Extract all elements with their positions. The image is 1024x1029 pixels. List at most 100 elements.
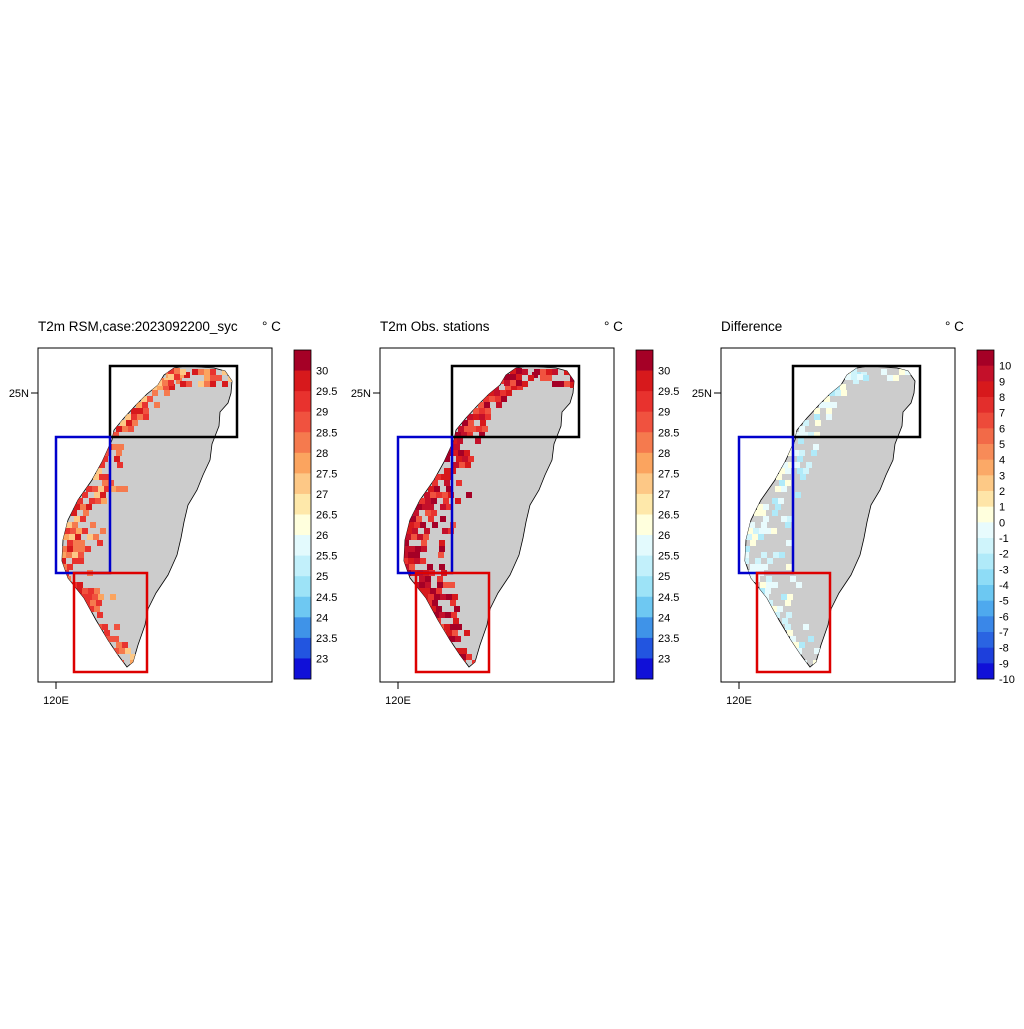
colorbar-label: 9 bbox=[999, 376, 1005, 388]
grid-cell bbox=[415, 546, 421, 552]
colorbar-swatch bbox=[977, 459, 994, 476]
grid-cell bbox=[428, 594, 434, 600]
grid-cell bbox=[504, 374, 510, 380]
grid-cell bbox=[516, 374, 522, 380]
grid-cell bbox=[425, 576, 431, 582]
grid-cell bbox=[434, 486, 440, 492]
grid-cell bbox=[86, 486, 92, 492]
colorbar-label: 0 bbox=[999, 517, 1005, 529]
grid-cell bbox=[483, 396, 489, 402]
grid-cell bbox=[100, 492, 106, 498]
grid-cell bbox=[437, 582, 443, 588]
colorbar-swatch bbox=[294, 617, 311, 639]
colorbar-swatch bbox=[294, 535, 311, 557]
grid-cell bbox=[94, 492, 100, 498]
colorbar-swatch bbox=[636, 637, 653, 659]
grid-cell bbox=[424, 528, 430, 534]
colorbar-label: 23 bbox=[316, 653, 328, 665]
grid-cell bbox=[113, 432, 119, 438]
grid-cell bbox=[496, 402, 502, 408]
grid-cell bbox=[510, 374, 516, 380]
grid-cell bbox=[476, 426, 482, 432]
grid-cell bbox=[765, 588, 771, 594]
grid-cell bbox=[761, 522, 767, 528]
grid-cell bbox=[96, 600, 102, 606]
grid-cell bbox=[759, 588, 765, 594]
colorbar-label: 24 bbox=[316, 612, 328, 624]
grid-cell bbox=[136, 402, 142, 408]
grid-cell bbox=[198, 381, 204, 387]
colorbar-label: -4 bbox=[999, 580, 1009, 592]
x-tick-label: 120E bbox=[43, 695, 69, 707]
panel-unit: ° C bbox=[604, 319, 623, 334]
colorbar-label: 23.5 bbox=[658, 633, 679, 645]
grid-cell bbox=[455, 648, 461, 654]
grid-cell bbox=[142, 402, 148, 408]
grid-cell bbox=[408, 522, 414, 528]
colorbar-label: 27 bbox=[658, 489, 670, 501]
grid-cell bbox=[157, 384, 163, 390]
colorbar-swatch bbox=[636, 432, 653, 454]
grid-cell bbox=[97, 540, 103, 546]
grid-cell bbox=[78, 552, 84, 558]
grid-cell bbox=[204, 375, 210, 381]
colorbar-label: 26 bbox=[316, 530, 328, 542]
grid-cell bbox=[79, 540, 85, 546]
grid-cell bbox=[137, 414, 143, 420]
grid-cell bbox=[192, 369, 198, 375]
grid-cell bbox=[774, 612, 780, 618]
grid-cell bbox=[802, 432, 808, 438]
grid-cell bbox=[796, 648, 802, 654]
colorbar-label: 2 bbox=[999, 486, 1005, 498]
grid-cell bbox=[745, 558, 749, 564]
colorbar-swatch bbox=[636, 617, 653, 639]
grid-cell bbox=[482, 426, 488, 432]
colorbar-swatch bbox=[636, 452, 653, 474]
grid-cell bbox=[746, 534, 752, 540]
colorbar-swatch bbox=[636, 391, 653, 413]
grid-cell bbox=[750, 564, 756, 570]
grid-cell bbox=[887, 375, 893, 381]
grid-cell bbox=[468, 456, 474, 462]
colorbar-swatch bbox=[977, 538, 994, 555]
grid-cell bbox=[798, 438, 804, 444]
grid-cell bbox=[767, 600, 773, 606]
grid-cell bbox=[457, 438, 463, 444]
colorbar: 30 29.5 29 28.5 28 27.5 27 26.5 26 25.5 25 24.5 24 23… bbox=[635, 349, 679, 680]
colorbar: 30 29.5 29 28.5 28 27.5 27 26.5 26 25.5 25 24.5 24 23… bbox=[293, 349, 337, 680]
colorbar-label: 24.5 bbox=[316, 592, 337, 604]
colorbar-swatch bbox=[636, 411, 653, 433]
south-region-box bbox=[755, 571, 832, 674]
colorbar-swatch bbox=[977, 444, 994, 461]
grid-cell bbox=[110, 486, 116, 492]
grid-cell bbox=[466, 654, 472, 660]
grid-cell bbox=[89, 498, 95, 504]
grid-cell bbox=[100, 528, 106, 534]
grid-cell bbox=[90, 600, 96, 606]
grid-cell bbox=[88, 588, 94, 594]
colorbar-label: 30 bbox=[658, 366, 670, 378]
grid-cell bbox=[799, 426, 805, 432]
grid-cell bbox=[772, 498, 778, 504]
panel-title: T2m RSM,case:2023092200_syc bbox=[38, 319, 238, 334]
grid-cell bbox=[102, 624, 108, 630]
grid-cell bbox=[506, 390, 512, 396]
grid-cell bbox=[67, 540, 73, 546]
grid-cell bbox=[405, 534, 411, 540]
grid-cell bbox=[449, 636, 455, 642]
colorbar-swatch bbox=[636, 535, 653, 557]
grid-cell bbox=[122, 426, 128, 432]
grid-cell bbox=[92, 486, 98, 492]
colorbar-swatch bbox=[294, 514, 311, 536]
grid-cell bbox=[803, 624, 809, 630]
grid-cell bbox=[113, 636, 119, 642]
grid-cell bbox=[853, 378, 859, 384]
grid-cell bbox=[130, 654, 136, 660]
grid-cell bbox=[412, 528, 418, 534]
grid-cell bbox=[480, 420, 486, 426]
grid-cell bbox=[826, 414, 832, 420]
grid-cell bbox=[753, 528, 759, 534]
grid-cell bbox=[756, 564, 762, 570]
grid-cell bbox=[74, 516, 80, 522]
